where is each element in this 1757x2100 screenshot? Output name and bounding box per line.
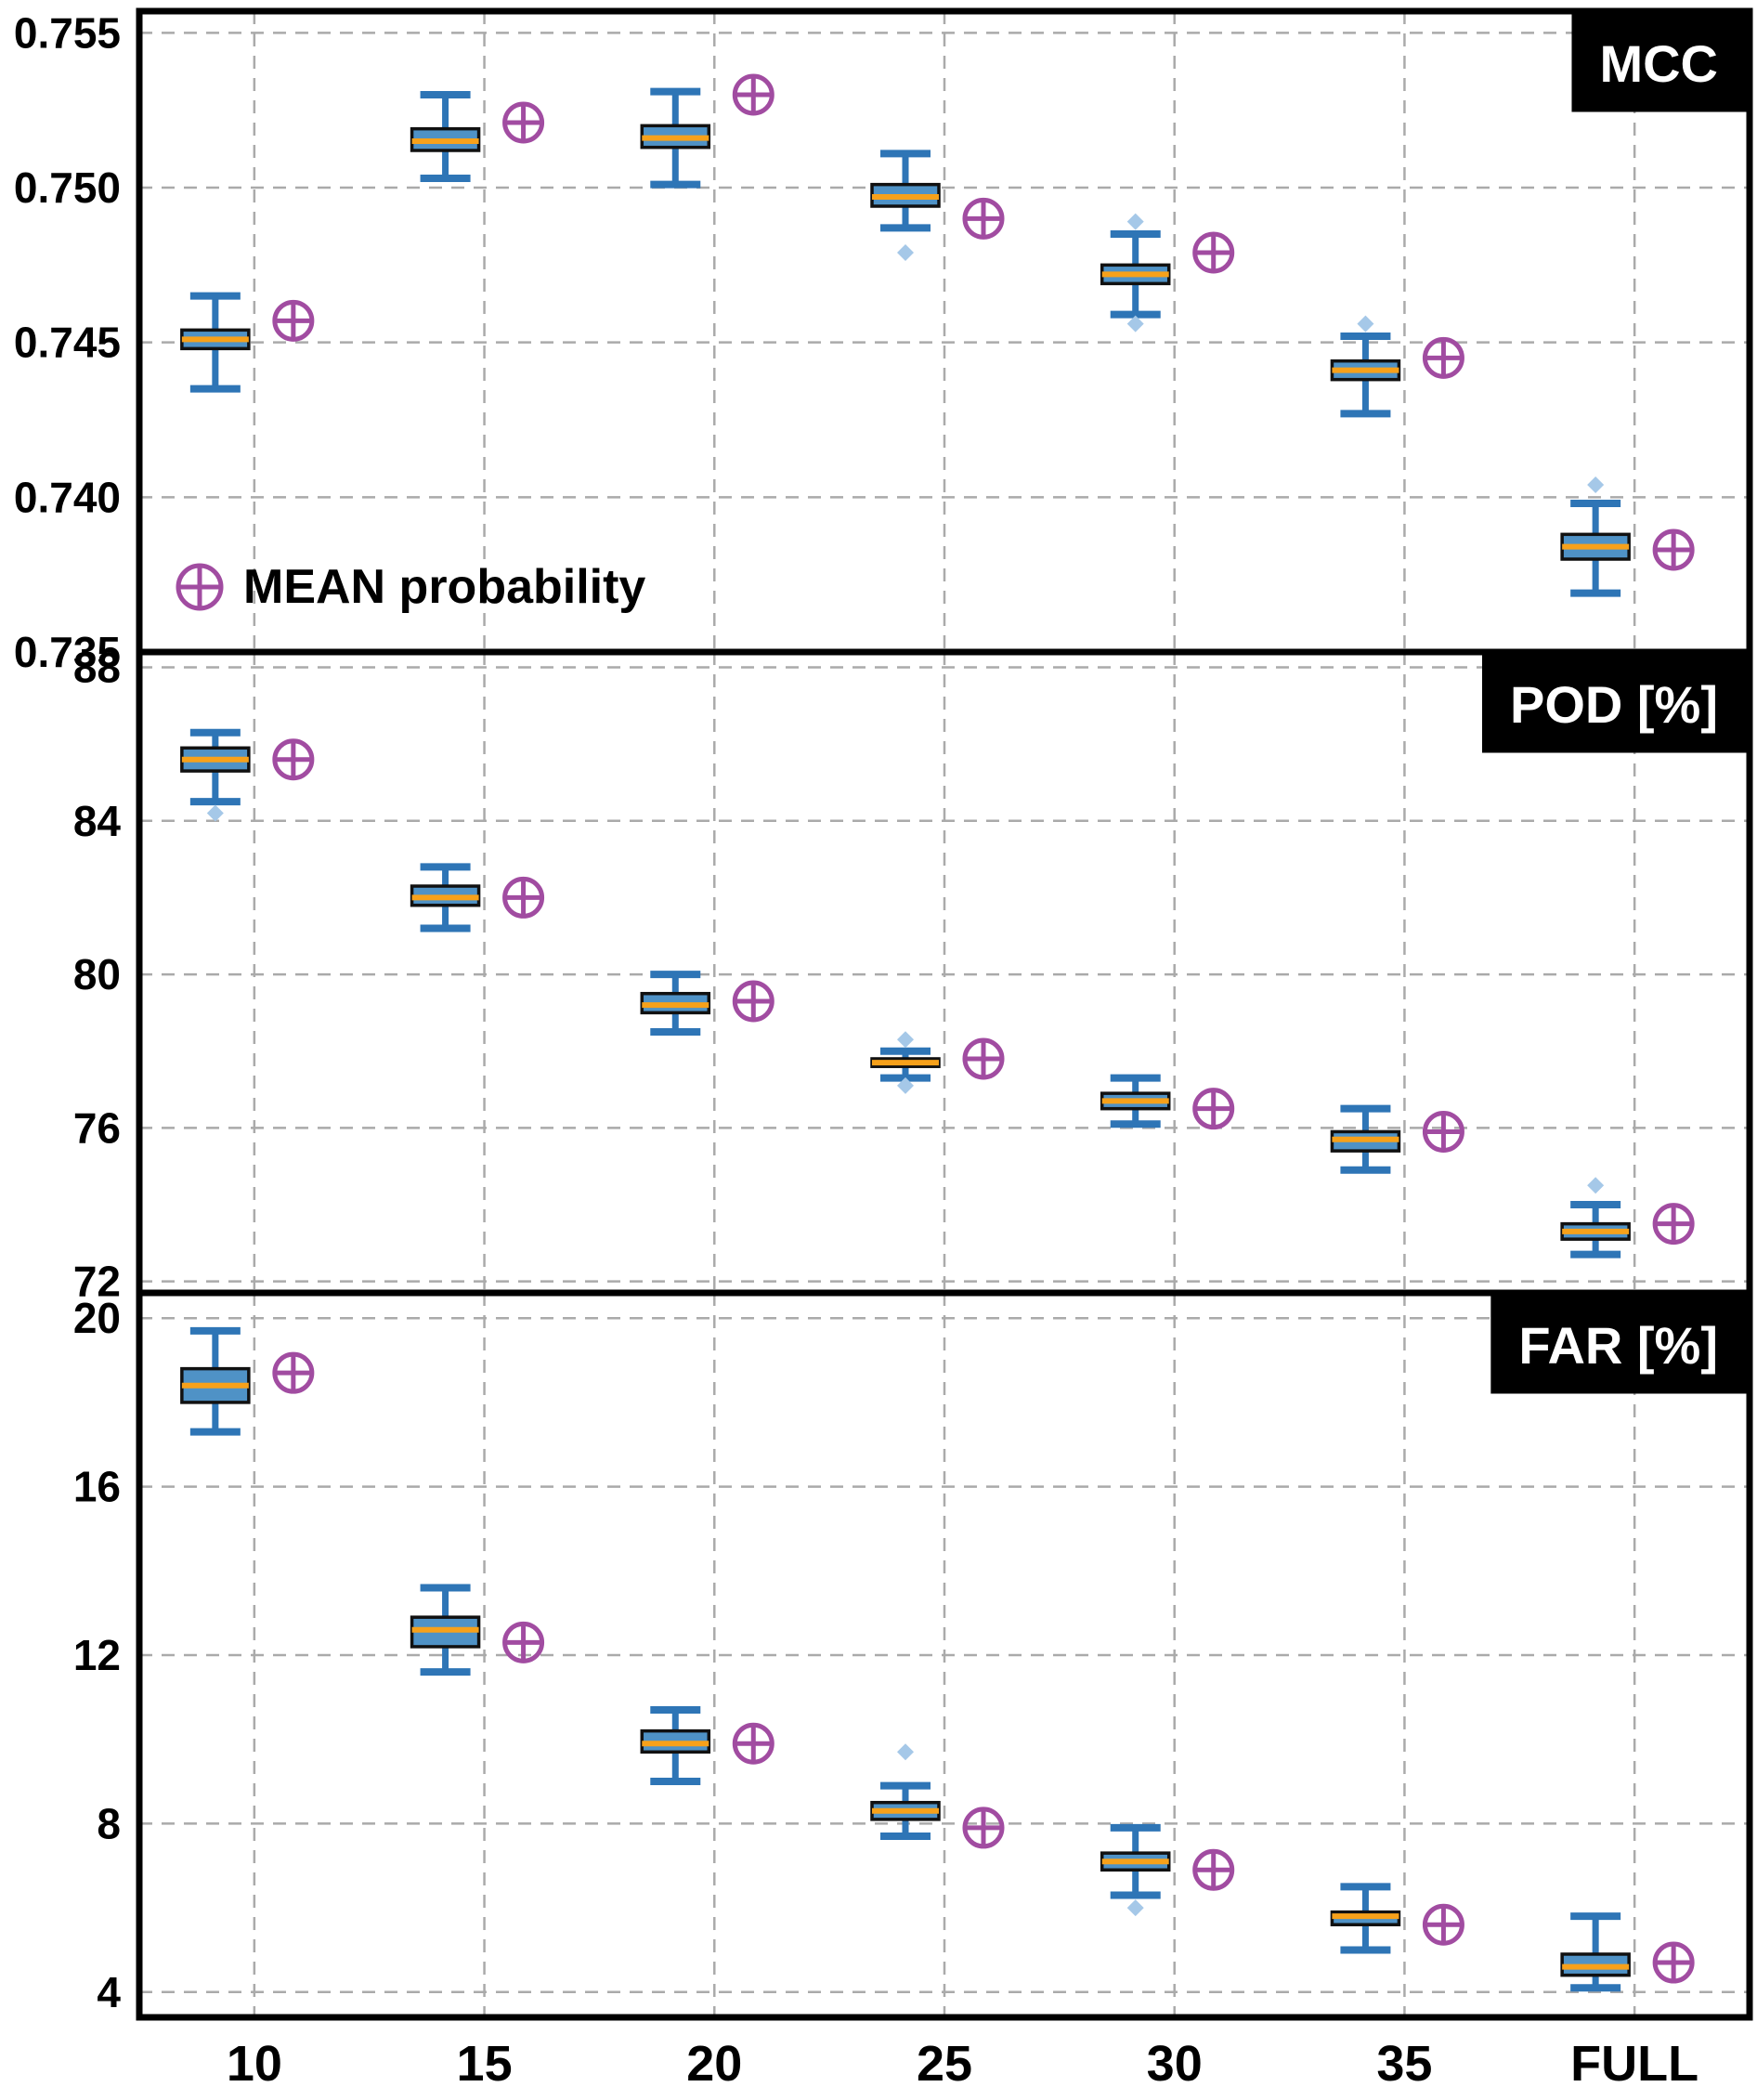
panel-mcc: 0.735 0.740 0.745 0.750 0.755 MCC MEAN probabi…: [14, 7, 1753, 676]
y-tick-label-far: 12: [73, 1631, 121, 1679]
x-tick-label: 20: [686, 2036, 742, 2092]
box-plot-mcc-20: [640, 87, 711, 189]
outlier-point: [897, 244, 914, 261]
box-plot-pod-15: [410, 863, 481, 933]
box-plot-pod-30: [1100, 1074, 1171, 1128]
legend-mean-marker: [176, 563, 224, 611]
box-plot-far-10: [180, 1326, 251, 1436]
y-tick-label-mcc: 0.740: [14, 473, 121, 521]
x-tick-label: FULL: [1570, 2036, 1698, 2092]
panel-title-box: [1571, 7, 1753, 112]
box-plot-mcc-35: [1330, 315, 1401, 418]
y-tick-label-mcc: 0.745: [14, 319, 121, 367]
box-plot-far-FULL: [1560, 1912, 1631, 1992]
y-tick-label-far: 16: [73, 1463, 121, 1511]
x-tick-label: 35: [1376, 2036, 1432, 2092]
legend-label: MEAN probability: [243, 560, 645, 614]
mean-marker-far-35: [1422, 1903, 1464, 1946]
y-tick-label-mcc: 0.755: [14, 8, 121, 57]
mean-marker-mcc-25: [962, 197, 1005, 240]
mean-marker-mcc-35: [1422, 336, 1464, 379]
outlier-point: [897, 1076, 914, 1094]
box-plot-mcc-10: [180, 292, 251, 393]
panel-title-far: FAR [%]: [1518, 1316, 1718, 1375]
y-tick-label-mcc: 0.750: [14, 163, 121, 212]
mean-marker-far-25: [962, 1807, 1005, 1849]
box-plot-mcc-30: [1100, 213, 1171, 333]
mean-marker-far-10: [272, 1351, 315, 1394]
mean-marker-mcc-15: [502, 101, 545, 144]
y-tick-label-far: 8: [97, 1799, 121, 1847]
y-tick-label-mcc: 0.735: [14, 628, 121, 676]
panel-title-pod: POD [%]: [1510, 675, 1718, 734]
mean-marker-far-15: [502, 1621, 545, 1663]
box-plot-pod-35: [1330, 1104, 1401, 1174]
box-plot-mcc-15: [410, 91, 481, 182]
x-tick-label: 15: [457, 2036, 513, 2092]
box-plot-far-35: [1330, 1883, 1401, 1954]
mean-marker-far-FULL: [1652, 1941, 1695, 1984]
box-plot-far-20: [640, 1705, 711, 1786]
outlier-point: [1587, 1177, 1605, 1194]
x-tick-label: 25: [917, 2036, 972, 2092]
mean-marker-pod-25: [962, 1037, 1005, 1080]
outlier-point: [1587, 476, 1605, 493]
panel-border: [136, 1289, 1753, 2021]
outlier-point: [1126, 213, 1144, 230]
box-plot-mcc-25: [870, 150, 941, 261]
mean-marker-far-20: [732, 1722, 774, 1765]
y-tick-label-far: 20: [73, 1294, 121, 1342]
panel-title-mcc: MCC: [1599, 34, 1718, 93]
y-tick-label-pod: 72: [73, 1258, 121, 1306]
panel-title-box: [1482, 648, 1753, 753]
outlier-point: [1126, 315, 1144, 333]
box-plot-pod-25: [870, 1031, 941, 1094]
y-tick-label-pod: 76: [73, 1103, 121, 1152]
x-tick-label: 30: [1147, 2036, 1203, 2092]
box-plot-pod-20: [640, 971, 711, 1037]
mean-marker-pod-10: [272, 738, 315, 781]
box-plot-far-15: [410, 1584, 481, 1676]
mean-marker-mcc-20: [732, 73, 774, 116]
mean-marker-mcc-30: [1192, 231, 1235, 274]
outlier-point: [897, 1031, 914, 1049]
mean-marker-pod-30: [1192, 1088, 1235, 1130]
box-plot-pod-10: [180, 728, 251, 822]
mean-marker-pod-20: [732, 980, 774, 1023]
y-tick-label-pod: 88: [73, 644, 121, 692]
box-plot-pod-FULL: [1560, 1177, 1631, 1259]
box-plot-far-30: [1100, 1823, 1171, 1917]
outlier-point: [1126, 1899, 1144, 1917]
mean-marker-far-30: [1192, 1848, 1235, 1891]
mean-marker-mcc-FULL: [1652, 528, 1695, 571]
box-plot-far-25: [870, 1743, 941, 1840]
y-tick-label-pod: 84: [73, 797, 122, 845]
mean-marker-pod-FULL: [1652, 1203, 1695, 1246]
mean-marker-pod-35: [1422, 1110, 1464, 1153]
y-tick-label-pod: 80: [73, 950, 121, 998]
mean-marker-pod-15: [502, 876, 545, 919]
panel-pod: 72 76 80 84 88 POD [%]: [73, 644, 1753, 1306]
panel-far: 4 8 12 16 20 FAR [%]: [73, 1289, 1753, 2021]
x-tick-label: 10: [227, 2036, 282, 2092]
outlier-point: [1357, 315, 1374, 333]
y-tick-label-far: 4: [97, 1968, 121, 2016]
outlier-point: [206, 804, 224, 822]
outlier-point: [897, 1743, 914, 1761]
box-plot-mcc-FULL: [1560, 476, 1631, 597]
mean-marker-mcc-10: [272, 299, 315, 342]
panel-title-box: [1490, 1289, 1753, 1394]
